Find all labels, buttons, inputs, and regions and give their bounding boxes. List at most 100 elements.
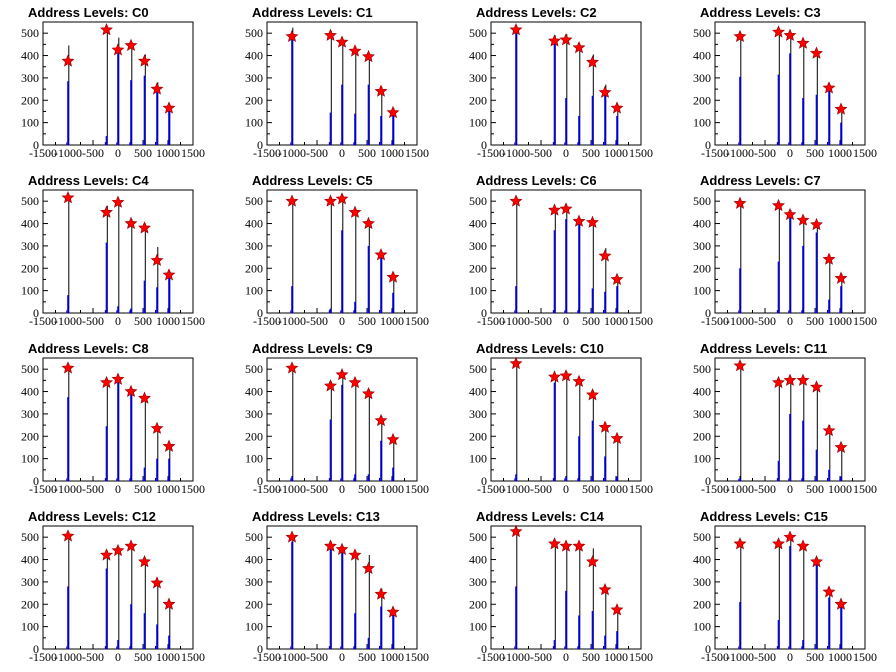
level-marker: [733, 359, 747, 372]
y-tick-label: 0: [257, 474, 263, 488]
chart-plot: -1500-1000 -500 0 500 1000 1500 0 100 200 300 400 5…: [21, 189, 205, 328]
x-tick-label: 1000: [604, 650, 628, 664]
y-tick-label: 0: [481, 474, 487, 488]
x-tick-label: -1500: [477, 314, 505, 328]
chart-panel: Address Levels: C5 -1500 -1000 -500 0 500 1000…: [224, 168, 448, 336]
x-tick-label: -500: [754, 314, 776, 328]
x-tick-label: -1500: [253, 146, 281, 160]
level-marker: [598, 582, 612, 596]
y-tick-label: 500: [693, 194, 711, 208]
x-tick-label: -500: [306, 146, 328, 160]
y-tick-label: 500: [469, 362, 487, 376]
level-marker: [386, 270, 400, 283]
y-tick-label: 100: [469, 284, 487, 298]
y-tick-label: 200: [245, 597, 263, 611]
level-marker: [586, 554, 599, 568]
y-tick-label: 500: [21, 194, 39, 208]
y-tick-label: 100: [693, 284, 711, 298]
x-tick-label: 500: [358, 314, 376, 328]
x-tick-label: 500: [358, 146, 376, 160]
chart-title: Address Levels: C15: [700, 509, 828, 524]
y-tick-label: 300: [693, 575, 711, 589]
chart-title: Address Levels: C0: [28, 5, 149, 20]
level-marker: [598, 85, 612, 98]
x-tick-label: 500: [806, 314, 824, 328]
x-tick-label: 1000: [604, 314, 628, 328]
plot-frame: [42, 189, 194, 314]
chart-plot: -1500-1000 -500 0 500 1000 1500 0 100 200 300 400 5…: [245, 525, 429, 664]
x-tick-label: 1000: [156, 650, 180, 664]
x-tick-label: 500: [134, 650, 152, 664]
y-tick-label: 400: [245, 385, 263, 399]
x-tick-label: 1500: [405, 314, 429, 328]
x-tick-label: 500: [134, 482, 152, 496]
x-tick-label: 1500: [181, 314, 205, 328]
x-tick-label: 1000: [828, 314, 852, 328]
x-tick-label: -500: [530, 146, 552, 160]
chart-title: Address Levels: C7: [700, 173, 821, 188]
chart-title: Address Levels: C9: [252, 341, 373, 356]
x-tick-label: 500: [806, 650, 824, 664]
y-tick-label: 200: [693, 429, 711, 443]
y-tick-label: 100: [21, 452, 39, 466]
level-marker: [610, 603, 624, 616]
level-marker: [61, 361, 75, 374]
y-tick-label: 0: [33, 474, 39, 488]
y-tick-label: 100: [245, 284, 263, 298]
x-tick-label: 0: [115, 650, 121, 664]
x-tick-label: 0: [115, 146, 121, 160]
y-tick-label: 500: [693, 26, 711, 40]
level-marker: [822, 252, 836, 265]
y-tick-label: 200: [245, 429, 263, 443]
y-tick-label: 300: [245, 239, 263, 253]
level-marker: [324, 28, 337, 41]
level-marker: [783, 28, 797, 41]
x-tick-label: 500: [582, 314, 600, 328]
x-tick-label: -1000: [54, 650, 82, 664]
x-tick-label: 0: [563, 482, 569, 496]
x-tick-label: 1500: [181, 482, 205, 496]
x-tick-label: 1000: [380, 146, 404, 160]
x-tick-label: -1000: [278, 314, 306, 328]
level-marker: [335, 542, 349, 555]
x-tick-label: -500: [530, 650, 552, 664]
x-tick-label: 1000: [156, 482, 180, 496]
x-tick-label: 1000: [828, 650, 852, 664]
level-marker: [374, 587, 388, 600]
y-tick-label: 400: [21, 49, 39, 63]
y-tick-label: 100: [693, 620, 711, 634]
level-marker: [138, 54, 151, 67]
level-marker: [548, 370, 561, 383]
x-tick-label: 0: [787, 482, 793, 496]
level-marker: [150, 576, 164, 589]
y-tick-label: 200: [469, 93, 487, 107]
x-tick-label: -500: [82, 482, 104, 496]
level-marker: [509, 23, 523, 36]
chart-title: Address Levels: C8: [28, 341, 149, 356]
level-marker: [783, 530, 797, 543]
chart-title: Address Levels: C10: [476, 341, 604, 356]
chart-panel: Address Levels: C13 -1500 -1000 -500 0 500 100…: [224, 504, 448, 672]
x-tick-label: -1000: [278, 146, 306, 160]
level-marker: [348, 44, 362, 57]
x-tick-label: -1500: [29, 146, 57, 160]
y-tick-label: 400: [469, 49, 487, 63]
level-marker: [100, 205, 113, 218]
y-tick-label: 200: [693, 261, 711, 275]
level-marker: [559, 369, 573, 382]
level-marker: [324, 379, 337, 392]
x-tick-label: -500: [306, 482, 328, 496]
chart-plot: -1500-1000 -500 0 500 1000 1500 0 100 200 300 400 5…: [693, 357, 877, 496]
x-tick-label: 0: [563, 314, 569, 328]
chart-panel: Address Levels: C11 -1500 -1000 -500 0 500 100…: [672, 336, 896, 504]
y-tick-label: 500: [245, 362, 263, 376]
level-marker: [386, 105, 400, 119]
level-marker: [834, 102, 848, 115]
x-tick-label: 1500: [853, 482, 877, 496]
x-tick-label: 0: [563, 650, 569, 664]
y-tick-label: 500: [469, 194, 487, 208]
y-tick-label: 400: [245, 49, 263, 63]
level-marker: [572, 40, 586, 54]
level-marker: [124, 539, 138, 552]
level-marker: [100, 548, 113, 561]
